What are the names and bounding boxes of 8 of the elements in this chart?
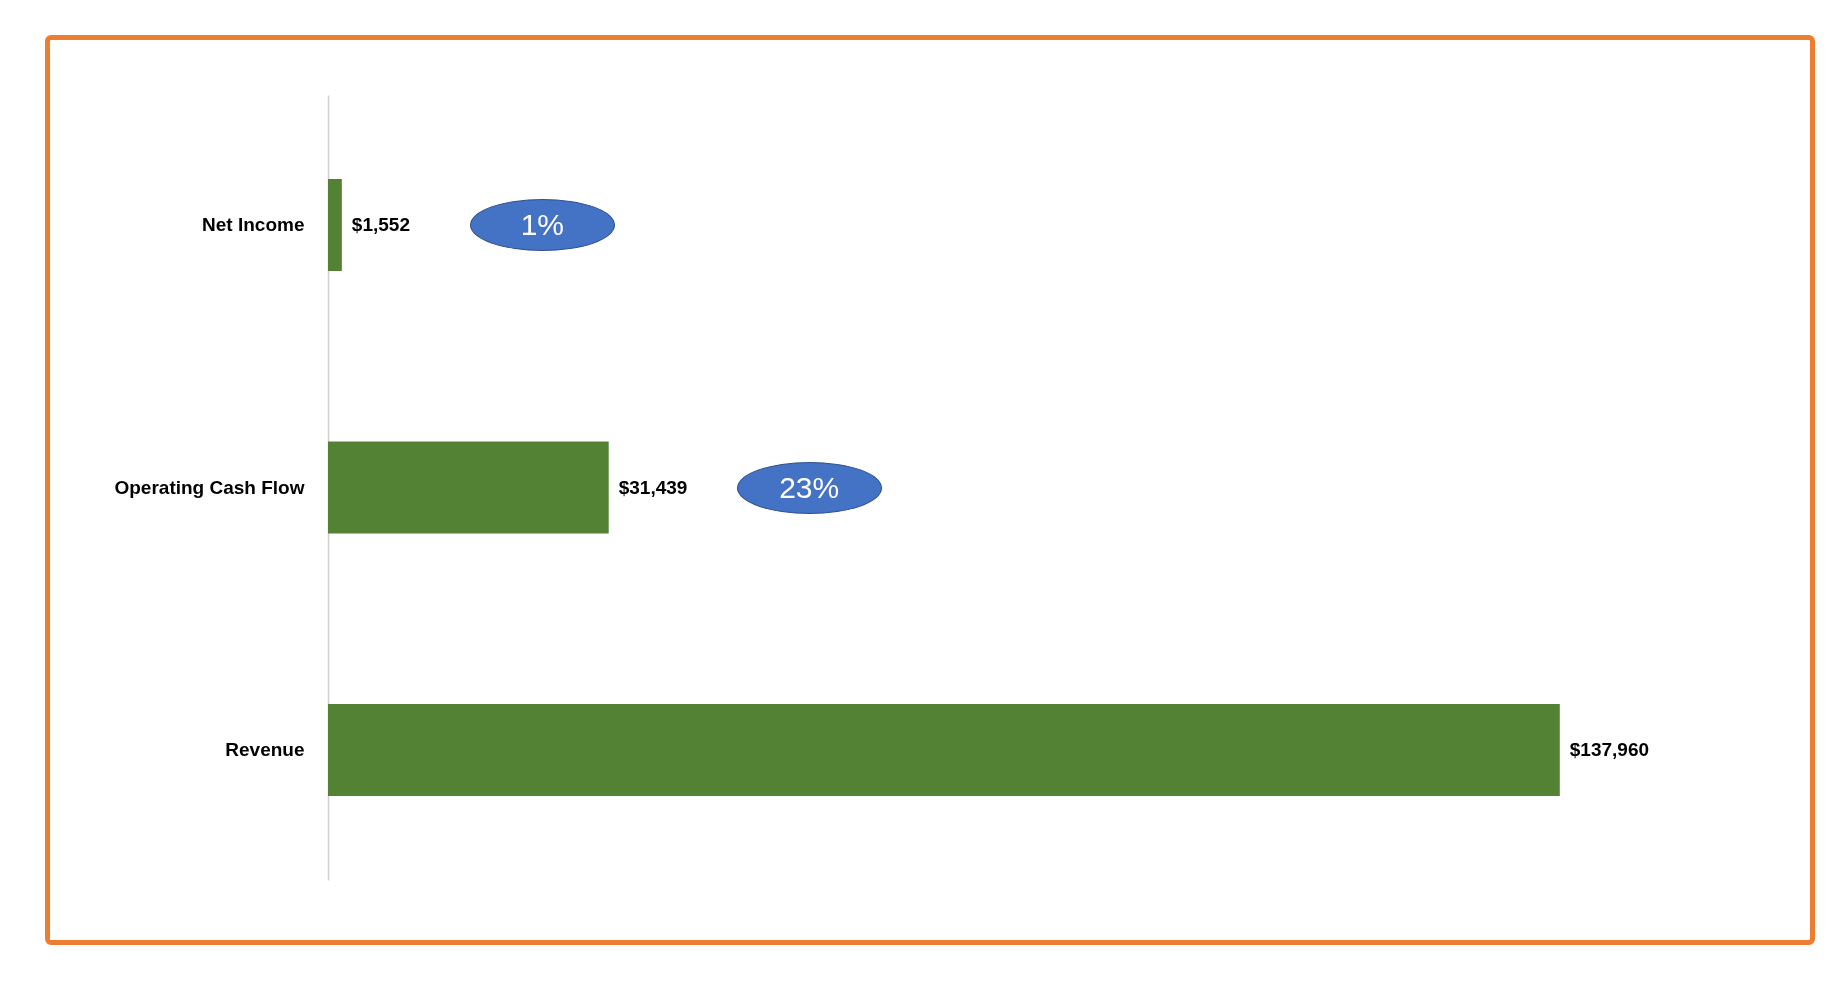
data-label: $31,439 <box>618 476 688 498</box>
oval-badge: 23% <box>736 461 882 514</box>
y-tick-label: Net Income <box>202 213 305 235</box>
oval-badge: 1% <box>469 198 615 251</box>
y-tick-label: Revenue <box>225 739 305 761</box>
data-label: $1,552 <box>351 213 410 235</box>
data-label: $137,960 <box>1569 739 1650 761</box>
y-tick-label: Operating Cash Flow <box>114 476 305 498</box>
